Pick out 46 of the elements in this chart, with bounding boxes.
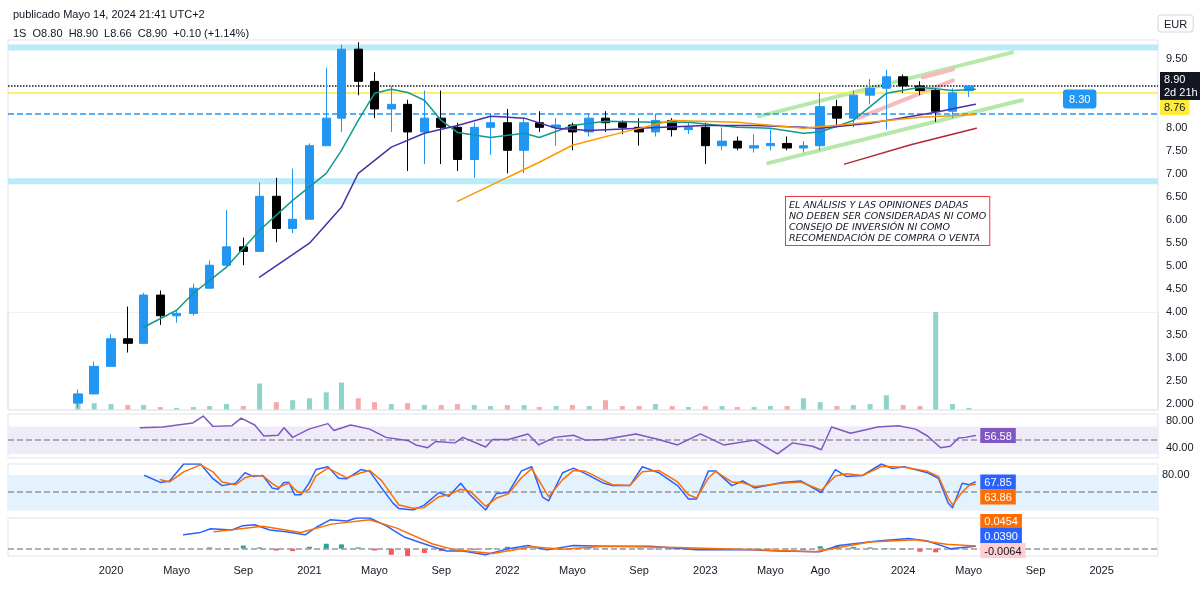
y-tick-label: 80.00	[1166, 413, 1194, 426]
ref-line-label: 8.76	[1164, 101, 1186, 114]
x-tick-label: Mayo	[361, 563, 388, 576]
y-tick-label: 5.00	[1166, 259, 1188, 272]
chart-subtitle: 1S O8.80 H8.90 L8.66 C8.90 +0.10 (+1.14%)	[13, 26, 250, 39]
y-tick-label: 4.50	[1166, 282, 1188, 295]
x-tick-label: Mayo	[558, 563, 586, 576]
y-axis-title: EUR	[1164, 17, 1188, 30]
y-tick-label: 6.00	[1166, 213, 1188, 226]
annotation: EL ANÁLISIS Y LAS OPINIONES DADAS NO DEBEN SER CONSIDERADAS NI COMO CONSEJO DE INVERSIÓN NI COMO RECOMENDACIÓN DE COMPRA O VENTA	[789, 199, 987, 243]
x-tick-label: Sep	[431, 563, 451, 576]
x-tick-label: Sep	[233, 563, 254, 576]
y-tick-label: 9.50	[1166, 52, 1188, 65]
y-tick-label: 7.00	[1166, 167, 1188, 180]
text: 2d 21h	[1164, 86, 1198, 99]
y-tick-label: 3.00	[1166, 351, 1188, 364]
y-tick-label: 8.00	[1166, 121, 1188, 134]
x-tick-label: 2024	[890, 563, 916, 576]
ref-line-label: 8.90	[1164, 73, 1186, 86]
x-tick-label: 2022	[495, 563, 520, 576]
annotation: 0.0454	[984, 514, 1018, 527]
x-tick-label: 2021	[297, 563, 322, 576]
annotation: 67.85	[984, 475, 1012, 488]
x-tick-label: Ago	[810, 563, 830, 576]
y-tick-label: 6.50	[1166, 190, 1188, 203]
annotation: -0.0064	[984, 544, 1022, 557]
x-tick-label: 2023	[693, 563, 718, 576]
x-tick-label: Sep	[1025, 563, 1046, 576]
x-tick-label: 2025	[1089, 563, 1114, 576]
y-tick-label: 5.50	[1166, 236, 1188, 249]
annotation: 63.86	[984, 490, 1012, 503]
x-tick-label: 2020	[98, 563, 124, 576]
data-label: 56.58	[984, 429, 1012, 442]
x-tick-label: Mayo	[163, 563, 191, 576]
x-tick-label: Sep	[629, 563, 649, 576]
ref-line-label: 8.30	[1069, 93, 1091, 106]
y-tick-label: 2.50	[1166, 374, 1188, 387]
y-tick-label: 3.50	[1166, 328, 1188, 341]
annotation: 0.0390	[984, 529, 1018, 542]
x-tick-label: Mayo	[756, 563, 784, 576]
y-tick-label: 2.000	[1166, 397, 1194, 410]
y-tick-label: 7.50	[1166, 144, 1188, 157]
y-tick-label: 4.00	[1166, 305, 1188, 318]
x-tick-label: Mayo	[955, 563, 983, 576]
chart-title: publicado Mayo 14, 2024 21:41 UTC+2	[13, 7, 205, 20]
y-tick-label: 40.00	[1166, 441, 1194, 453]
